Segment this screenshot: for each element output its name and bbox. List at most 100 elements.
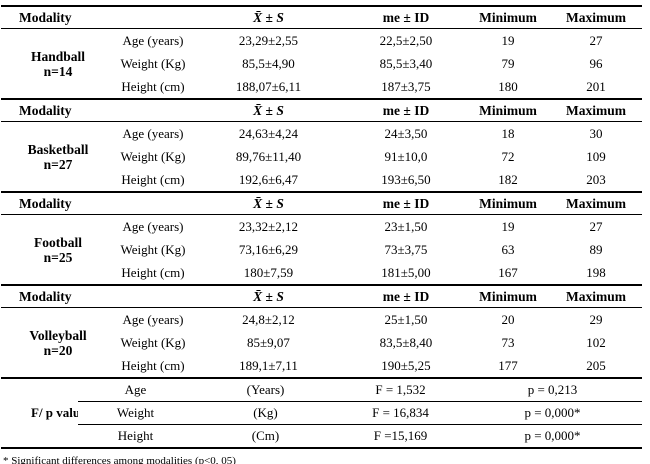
column-header-median-iqr: me ± ID xyxy=(346,99,466,122)
cell-variable: Weight (Kg) xyxy=(120,335,186,350)
cell-median: 23±1,50 xyxy=(384,219,428,234)
column-header-mean-sd: X̄ ± S xyxy=(191,6,346,29)
cell-variable: Height (cm) xyxy=(121,79,185,94)
cell-mean: 192,6±6,47 xyxy=(238,172,299,187)
cell-median: 83,5±8,40 xyxy=(379,335,433,350)
cell-mean: 73,16±6,29 xyxy=(238,242,299,257)
cell-maximum: 205 xyxy=(586,358,606,373)
cell-median: 91±10,0 xyxy=(384,149,428,164)
section-football: Modality X̄ ± S me ± ID Minimum Maximum … xyxy=(1,191,642,284)
modality-sample-size: n=25 xyxy=(43,249,73,265)
cell-median: 73±3,75 xyxy=(384,242,428,257)
cell-mean: 24,63±4,24 xyxy=(238,126,299,141)
column-header-modality: Modality xyxy=(1,6,115,29)
cell-maximum: 96 xyxy=(589,56,603,71)
table-row: Height (cm) 188,07±6,11 187±3,75 180 201 xyxy=(1,75,642,98)
modality-name: Football xyxy=(33,234,82,250)
column-header-maximum: Maximum xyxy=(550,99,642,122)
column-header-median-iqr: me ± ID xyxy=(346,192,466,215)
table-row: Weight (Kg) 85±9,07 83,5±8,40 73 102 xyxy=(1,331,642,354)
column-header-modality: Modality xyxy=(1,192,115,215)
cell-p-value: p = 0,213 xyxy=(463,378,642,402)
cell-mean: 89,76±11,40 xyxy=(235,149,302,164)
section-handball: Modality X̄ ± S me ± ID Minimum Maximum … xyxy=(1,5,642,98)
cell-variable: Age (years) xyxy=(122,312,184,327)
table-row: Height (cm) 189,1±7,11 190±5,25 177 205 xyxy=(1,354,642,377)
cell-fp-unit: (Kg) xyxy=(193,401,338,425)
cell-mean: 180±7,59 xyxy=(243,265,294,280)
cell-variable: Age (years) xyxy=(122,33,184,48)
cell-mean: 188,07±6,11 xyxy=(235,79,302,94)
cell-minimum: 167 xyxy=(498,265,518,280)
modality-sample-size: n=27 xyxy=(43,156,73,172)
section-header-row: Modality X̄ ± S me ± ID Minimum Maximum xyxy=(1,99,642,122)
significance-footnote: * Significant differences among modaliti… xyxy=(3,455,236,464)
modality-sample-size: n=20 xyxy=(43,342,73,358)
cell-minimum: 79 xyxy=(501,56,515,71)
cell-maximum: 27 xyxy=(589,219,603,234)
column-header-mean-sd: X̄ ± S xyxy=(191,192,346,215)
cell-minimum: 19 xyxy=(501,219,515,234)
cell-fp-unit: (Years) xyxy=(193,378,338,402)
table-row: Height (cm) 192,6±6,47 193±6,50 182 203 xyxy=(1,168,642,191)
cell-maximum: 29 xyxy=(589,312,603,327)
table-row: Volleyball n=20 Age (years) 24,8±2,12 25… xyxy=(1,308,642,358)
column-header-mean-sd: X̄ ± S xyxy=(191,285,346,308)
column-header-minimum: Minimum xyxy=(466,99,550,122)
cell-maximum: 102 xyxy=(586,335,606,350)
fp-value-label: F/ p value xyxy=(31,405,78,420)
column-header-maximum: Maximum xyxy=(550,6,642,29)
column-header-median-iqr: me ± ID xyxy=(346,6,466,29)
cell-variable: Weight (Kg) xyxy=(120,149,186,164)
cell-mean: 24,8±2,12 xyxy=(242,312,295,327)
cell-f-statistic: F = 1,532 xyxy=(338,378,463,402)
cell-mean: 23,29±2,55 xyxy=(238,33,299,48)
cell-variable: Weight (Kg) xyxy=(120,242,186,257)
section-basketball: Modality X̄ ± S me ± ID Minimum Maximum … xyxy=(1,98,642,191)
cell-maximum: 201 xyxy=(586,79,606,94)
cell-minimum: 72 xyxy=(501,149,515,164)
cell-mean: 85,5±4,90 xyxy=(242,56,295,71)
modality-name: Handball xyxy=(30,48,86,64)
modality-name-football: Football n=25 xyxy=(1,215,115,285)
cell-variable: Height (cm) xyxy=(121,358,185,373)
cell-minimum: 180 xyxy=(498,79,518,94)
modality-name-volleyball: Volleyball n=20 xyxy=(1,308,115,378)
cell-fp-variable: Age xyxy=(78,378,193,402)
cell-p-value: p = 0,000* xyxy=(463,401,642,425)
cell-median: 85,5±3,40 xyxy=(379,56,433,71)
table-row: F/ p value Age (Years) F = 1,532 p = 0,2… xyxy=(1,378,642,420)
cell-maximum: 27 xyxy=(589,33,603,48)
column-header-maximum: Maximum xyxy=(550,285,642,308)
column-header-variable-empty xyxy=(115,285,191,308)
table-row: Height (cm) 180±7,59 181±5,00 167 198 xyxy=(1,261,642,284)
cell-maximum: 198 xyxy=(586,265,606,280)
column-header-modality: Modality xyxy=(1,285,115,308)
section-header-row: Modality X̄ ± S me ± ID Minimum Maximum xyxy=(1,192,642,215)
cell-median: 181±5,00 xyxy=(381,265,431,280)
cell-variable: Height (cm) xyxy=(121,265,185,280)
cell-maximum: 203 xyxy=(586,172,606,187)
cell-mean: 85±9,07 xyxy=(247,335,290,350)
section-header-row: Modality X̄ ± S me ± ID Minimum Maximum xyxy=(1,285,642,308)
table-row: Football n=25 Age (years) 23,32±2,12 23±… xyxy=(1,215,642,265)
cell-fp-unit: (Cm) xyxy=(251,428,280,443)
cell-median: 190±5,25 xyxy=(381,358,431,373)
table-row: Weight (Kg) F = 16,834 p = 0,000* xyxy=(1,401,642,425)
table-row: Weight (Kg) 85,5±4,90 85,5±3,40 79 96 xyxy=(1,52,642,75)
column-header-mean-sd: X̄ ± S xyxy=(191,99,346,122)
modality-name-handball: Handball n=14 xyxy=(1,29,115,99)
modality-name: Basketball xyxy=(27,141,89,157)
cell-median: 24±3,50 xyxy=(384,126,428,141)
cell-median: 25±1,50 xyxy=(384,312,428,327)
cell-minimum: 177 xyxy=(498,358,518,373)
column-header-modality: Modality xyxy=(1,99,115,122)
cell-fp-variable: Weight xyxy=(78,401,193,425)
modality-name: Volleyball xyxy=(29,327,87,343)
column-header-median-iqr: me ± ID xyxy=(346,285,466,308)
table-row: Height (Cm) F =15,169 p = 0,000* xyxy=(1,425,642,449)
modality-name-basketball: Basketball n=27 xyxy=(1,122,115,192)
cell-f-statistic: F =15,169 xyxy=(373,428,428,443)
table-row: Basketball n=27 Age (years) 24,63±4,24 2… xyxy=(1,122,642,172)
cell-maximum: 109 xyxy=(586,149,606,164)
